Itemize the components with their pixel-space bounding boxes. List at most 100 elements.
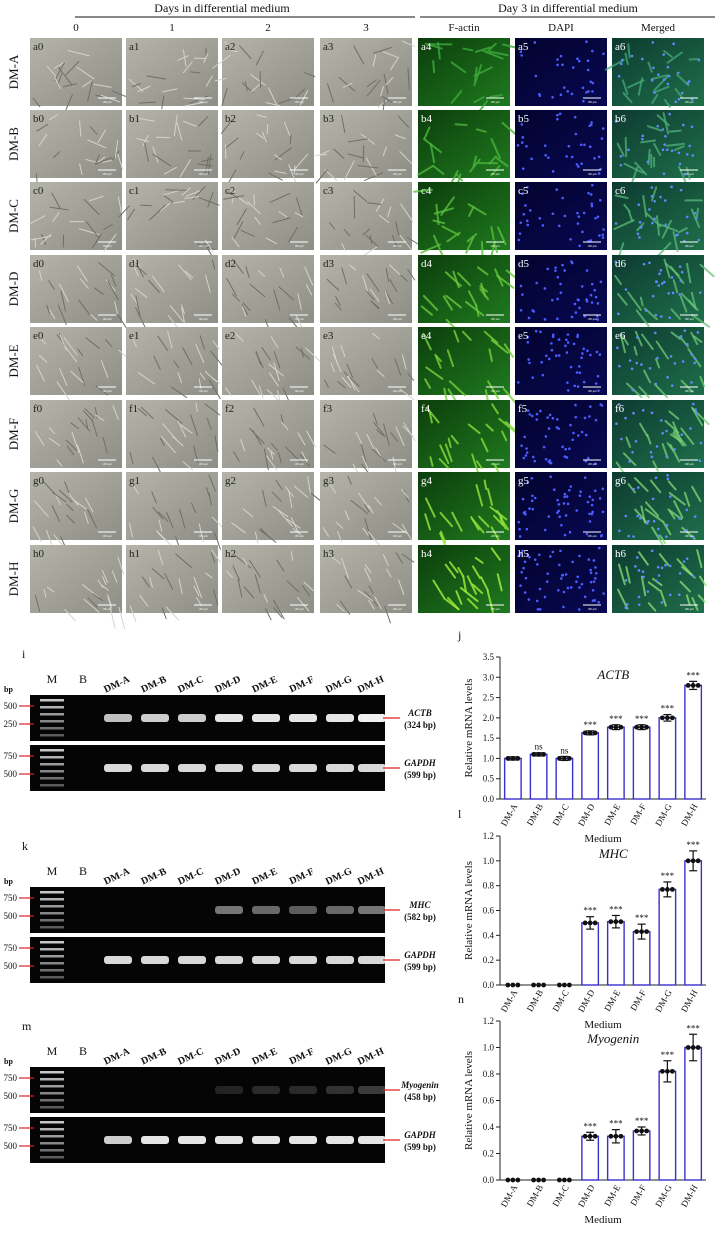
cell-streak xyxy=(341,242,346,252)
nucleus xyxy=(617,402,621,406)
nucleus xyxy=(544,435,548,438)
nucleus xyxy=(581,352,584,355)
cell-streak xyxy=(326,278,340,291)
tile-label: b5 xyxy=(518,113,530,125)
cell-streak xyxy=(288,490,293,509)
nucleus xyxy=(654,579,658,583)
gene-label: GAPDH xyxy=(404,950,436,960)
lane-label: DM-A xyxy=(102,674,132,696)
cell-streak xyxy=(51,192,61,210)
bp-label: bp xyxy=(4,1057,13,1066)
nucleus xyxy=(585,298,588,301)
tile-label: b4 xyxy=(421,113,433,125)
cell-streak xyxy=(41,233,47,246)
lane-label: DM-C xyxy=(176,674,205,695)
nucleus xyxy=(578,371,582,374)
cell-streak xyxy=(627,79,645,89)
nucleus xyxy=(632,535,635,538)
nucleus xyxy=(530,414,534,418)
cell-streak xyxy=(392,235,398,248)
nucleus xyxy=(590,204,594,208)
cell-streak xyxy=(490,339,509,354)
cell-streak xyxy=(92,233,102,249)
nucleus xyxy=(544,457,548,461)
micrograph-image xyxy=(30,255,122,323)
nucleus xyxy=(630,367,634,371)
cell-streak xyxy=(274,154,282,161)
cell-streak xyxy=(77,417,91,432)
significance: *** xyxy=(635,1116,649,1126)
marker-label: 500 xyxy=(4,1091,18,1101)
tile-label: h2 xyxy=(225,548,236,560)
cell-streak xyxy=(490,226,495,241)
cell-streak xyxy=(293,485,309,498)
data-point xyxy=(536,982,542,988)
cell-streak xyxy=(226,277,237,297)
cell-streak xyxy=(467,203,487,216)
tile-label: b2 xyxy=(225,113,236,125)
cell-streak xyxy=(131,262,139,276)
micrograph-image xyxy=(320,400,412,468)
cell-streak xyxy=(152,153,172,167)
cell-streak xyxy=(274,170,287,174)
nucleus xyxy=(531,494,534,498)
cell-streak xyxy=(435,355,442,369)
nucleus xyxy=(549,555,552,558)
data-point xyxy=(659,1068,665,1074)
marker-label: 750 xyxy=(4,943,18,953)
nucleus xyxy=(592,559,596,562)
nucleus xyxy=(534,74,538,78)
nucleus xyxy=(581,86,585,90)
data-point xyxy=(685,1045,691,1050)
micrograph: h2 100 μm xyxy=(222,545,315,621)
cell-streak xyxy=(668,129,682,133)
cell-streak xyxy=(627,43,631,59)
nucleus xyxy=(556,317,559,320)
nucleus xyxy=(632,411,635,415)
nucleus xyxy=(565,495,569,498)
scale-bar-label: 100 μm xyxy=(294,607,304,611)
cell-streak xyxy=(152,456,163,476)
gene-label: GAPDH xyxy=(404,1130,436,1140)
cell-streak xyxy=(384,606,391,624)
cell-streak xyxy=(319,150,330,156)
cell-streak xyxy=(153,355,161,371)
row-label: DM-F xyxy=(6,418,21,451)
cell-streak xyxy=(290,517,300,534)
nucleus xyxy=(640,363,643,366)
tile-label: f5 xyxy=(518,403,528,415)
cell-streak xyxy=(634,330,643,347)
nucleus xyxy=(559,282,562,286)
tile-label: b1 xyxy=(129,113,140,125)
cell-streak xyxy=(342,82,353,88)
cell-streak xyxy=(645,501,660,517)
cell-streak xyxy=(250,82,262,93)
cell-streak xyxy=(224,40,229,51)
cell-streak xyxy=(261,347,271,361)
gene-label: GAPDH xyxy=(404,758,436,768)
cell-streak xyxy=(87,80,93,102)
ladder-band xyxy=(40,891,64,894)
cell-streak xyxy=(179,159,192,178)
ladder-band xyxy=(40,1121,64,1124)
cell-streak xyxy=(365,290,375,301)
nucleus xyxy=(637,569,641,572)
cell-streak xyxy=(457,272,472,287)
chart-title: MHC xyxy=(598,846,628,861)
cell-streak xyxy=(273,599,285,620)
scale-bar-label: 100 μm xyxy=(490,244,500,248)
scale-bar-label: 100 μm xyxy=(392,244,402,248)
nucleus xyxy=(636,232,640,236)
cell-streak xyxy=(135,307,146,328)
nucleus xyxy=(650,186,654,189)
cell-streak xyxy=(78,366,86,386)
nucleus xyxy=(534,329,538,333)
cell-streak xyxy=(85,419,89,429)
cell-streak xyxy=(417,165,434,176)
cell-streak xyxy=(199,372,206,381)
